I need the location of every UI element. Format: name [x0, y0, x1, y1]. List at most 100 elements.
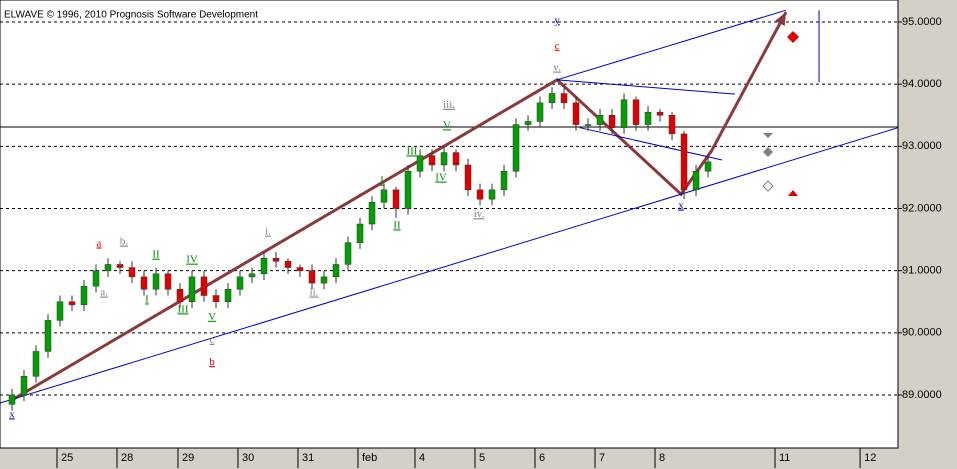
trendline	[579, 127, 723, 161]
y-tick-label: 90.0000	[902, 327, 942, 339]
candle-body	[248, 273, 256, 278]
candle-body	[128, 267, 136, 278]
x-tick-label: 7	[599, 452, 605, 464]
trendline	[557, 79, 736, 95]
plot-area	[0, 0, 899, 449]
candle-body	[668, 114, 676, 135]
candle-body	[44, 320, 52, 352]
x-tick-label: 30	[242, 452, 254, 464]
wave-label: iv.	[474, 208, 485, 220]
candle-body	[212, 295, 220, 302]
candle-body	[596, 114, 604, 125]
candle-body	[440, 152, 448, 166]
candle-body	[476, 189, 484, 200]
candle-body	[176, 289, 184, 302]
candle-body	[308, 270, 316, 284]
candle-body	[620, 99, 628, 128]
candle-body	[692, 170, 700, 191]
candle-body	[464, 164, 472, 191]
wave-label: a.	[100, 287, 108, 299]
x-tick-label: 5	[479, 452, 485, 464]
candle-body	[284, 261, 292, 268]
candle-body	[428, 155, 436, 166]
candle-body	[320, 276, 328, 284]
wave-label: II	[152, 249, 160, 261]
candle-body	[68, 301, 76, 306]
y-tick-label: 95.0000	[902, 16, 942, 28]
wave-label: III	[178, 303, 189, 315]
candle-body	[260, 257, 268, 275]
x-tick-label: 11	[779, 452, 790, 464]
signal-triangle	[788, 190, 798, 196]
candle-body	[332, 264, 340, 278]
wave-label: iii.	[443, 99, 455, 111]
wave-label: II	[393, 219, 401, 231]
candle-body	[140, 276, 148, 290]
y-tick-label: 94.0000	[902, 78, 942, 90]
x-tick-label: 29	[182, 452, 194, 464]
wave-label: a	[97, 237, 102, 249]
candle-body	[116, 264, 124, 268]
candle-body	[560, 93, 568, 104]
candle-body	[152, 273, 160, 290]
candle-body	[92, 270, 100, 287]
candle-body	[608, 114, 616, 128]
candle-body	[548, 93, 556, 104]
candle-body	[344, 242, 352, 265]
wave-label: V	[208, 311, 216, 323]
x-tick-label: 4	[419, 452, 425, 464]
candle-body	[656, 111, 664, 116]
signal-triangle	[763, 133, 773, 138]
candle-body	[272, 257, 280, 262]
trendline	[0, 127, 899, 404]
candle-body	[452, 152, 460, 166]
x-tick-label: 25	[61, 452, 73, 464]
signal-diamond	[787, 31, 799, 43]
candle-body	[380, 189, 388, 203]
candle-body	[164, 273, 172, 290]
wave-label: c	[555, 40, 560, 52]
wave-label: V	[443, 119, 451, 131]
candle-body	[416, 155, 424, 172]
candle-body	[500, 170, 508, 191]
candle-body	[296, 267, 304, 271]
x-tick-label: 6	[539, 452, 545, 464]
candle-body	[644, 111, 652, 125]
wave-label: IV	[435, 172, 447, 184]
y-tick-label: 92.0000	[902, 202, 942, 214]
candle-body	[236, 276, 244, 290]
wave-label: v.	[553, 62, 561, 74]
x-tick-label: feb	[362, 452, 377, 464]
wave-label: b.	[120, 236, 129, 248]
y-tick-label: 89.0000	[902, 389, 942, 401]
candle-body	[80, 285, 88, 306]
wave-label: x	[678, 200, 684, 212]
wave-label: ii.	[310, 287, 319, 299]
chart-title: ELWAVE © 1996, 2010 Prognosis Software D…	[4, 10, 258, 21]
candle-body	[524, 121, 532, 125]
candle-body	[20, 376, 28, 396]
wave-label: IV	[186, 254, 198, 266]
wave-label: i.	[265, 226, 271, 238]
wave-label: y	[554, 14, 560, 26]
candle-body	[32, 351, 40, 377]
y-tick-label: 93.0000	[902, 140, 942, 152]
candle-body	[392, 189, 400, 209]
candle-body	[680, 133, 688, 191]
candle-body	[512, 124, 520, 172]
y-tick-label: 91.0000	[902, 265, 942, 277]
trendline	[556, 9, 787, 81]
candle-body	[584, 124, 592, 126]
x-tick-label: 31	[302, 452, 314, 464]
candle-body	[356, 223, 364, 243]
candle-body	[200, 276, 208, 296]
x-tick-label: 28	[121, 452, 133, 464]
candle-body	[572, 102, 580, 125]
candle-body	[632, 99, 640, 125]
wave-label: b	[209, 356, 215, 368]
candle-body	[8, 394, 16, 405]
arrow-head	[775, 12, 787, 26]
wave-label: III	[406, 145, 417, 157]
candle-body	[224, 289, 232, 302]
